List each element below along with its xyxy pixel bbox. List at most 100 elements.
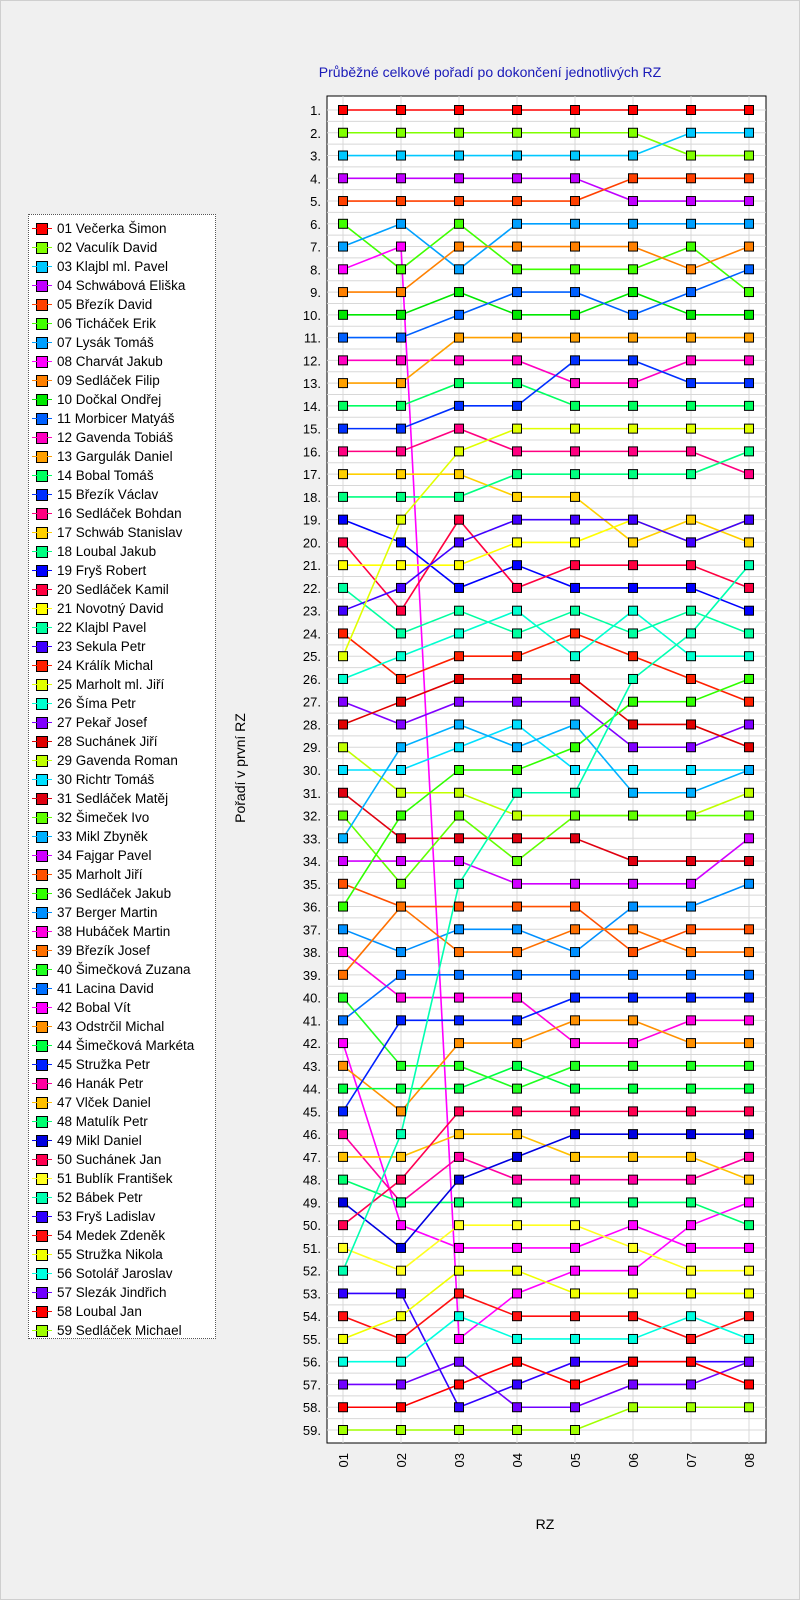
y-tick-label: 58. — [303, 1400, 321, 1415]
data-point — [628, 696, 638, 707]
data-point — [570, 947, 580, 958]
data-point — [512, 1060, 522, 1071]
legend-label: 32 Šimeček Ivo — [57, 810, 150, 825]
data-point — [744, 218, 754, 229]
legend-label: 50 Suchánek Jan — [57, 1152, 162, 1167]
data-point — [512, 332, 522, 343]
data-point — [570, 1425, 580, 1435]
data-point — [454, 969, 464, 980]
data-point — [512, 196, 522, 207]
data-point — [338, 469, 348, 480]
data-point — [744, 833, 754, 844]
legend-item: 46 Hanák Petr — [29, 1074, 215, 1093]
series-lines — [342, 109, 750, 1431]
data-point — [454, 696, 464, 707]
y-tick-label: 13. — [303, 376, 321, 391]
data-point — [744, 1288, 754, 1299]
legend-swatch — [32, 679, 52, 691]
data-point — [628, 1151, 638, 1162]
data-point — [512, 1242, 522, 1253]
data-point — [570, 423, 580, 434]
y-tick-label: 56. — [303, 1355, 321, 1370]
data-point — [570, 696, 580, 707]
data-point — [570, 446, 580, 457]
data-point — [396, 878, 406, 889]
series-line — [342, 1133, 749, 1250]
data-point — [396, 423, 406, 434]
series-line — [343, 1406, 749, 1431]
data-point — [338, 833, 348, 844]
data-point — [628, 423, 638, 434]
data-point — [686, 1311, 696, 1322]
data-point — [628, 1265, 638, 1276]
data-point — [570, 833, 580, 844]
data-point — [512, 378, 522, 389]
data-point — [570, 560, 580, 571]
legend-item: 15 Březík Václav — [29, 485, 215, 504]
y-tick-label: 44. — [303, 1082, 321, 1097]
y-tick-label: 45. — [303, 1104, 321, 1119]
data-point — [570, 332, 580, 343]
legend-item: 50 Suchánek Jan — [29, 1150, 215, 1169]
y-tick-label: 49. — [303, 1195, 321, 1210]
data-point — [512, 605, 522, 616]
data-point — [396, 1197, 406, 1208]
data-point — [454, 423, 464, 434]
data-point — [338, 628, 348, 639]
legend-label: 55 Stružka Nikola — [57, 1247, 163, 1262]
y-tick-label: 59. — [303, 1423, 321, 1438]
data-point — [454, 264, 464, 275]
series-line — [343, 450, 750, 498]
legend-item: 34 Fajgar Pavel — [29, 846, 215, 865]
data-point — [338, 765, 348, 775]
data-point — [512, 1220, 522, 1231]
data-point — [570, 787, 580, 798]
legend-item: 58 Loubal Jan — [29, 1302, 215, 1321]
data-point — [338, 1425, 348, 1435]
legend-label: 44 Šimečková Markéta — [57, 1038, 195, 1053]
data-point — [744, 651, 754, 662]
data-point — [338, 1197, 348, 1208]
data-point — [628, 1197, 638, 1208]
data-point — [570, 173, 580, 184]
data-point — [454, 1379, 464, 1390]
data-point — [396, 696, 406, 707]
legend-swatch — [32, 584, 52, 596]
y-tick-label: 3. — [310, 149, 321, 164]
data-point — [570, 1220, 580, 1231]
legend-item: 16 Sedláček Bohdan — [29, 504, 215, 523]
data-point — [512, 1425, 522, 1435]
legend-item: 45 Stružka Petr — [29, 1055, 215, 1074]
data-point — [744, 696, 754, 707]
legend-swatch — [32, 508, 52, 520]
data-point — [686, 969, 696, 980]
data-point — [396, 241, 406, 252]
y-tick-label: 37. — [303, 922, 321, 937]
legend-item: 01 Večerka Šimon — [29, 219, 215, 238]
legend-label: 59 Sedláček Michael — [57, 1323, 182, 1338]
data-point — [454, 651, 464, 662]
legend-item: 52 Bábek Petr — [29, 1188, 215, 1207]
data-point — [396, 1311, 406, 1322]
data-point — [396, 378, 406, 389]
data-point — [628, 105, 638, 115]
legend-item: 37 Berger Martin — [29, 903, 215, 922]
series-line — [343, 177, 749, 202]
data-point — [744, 127, 754, 138]
data-point — [628, 1356, 638, 1367]
legend-label: 49 Mikl Daniel — [57, 1133, 142, 1148]
data-point — [454, 218, 464, 229]
data-point — [512, 1265, 522, 1276]
legend-swatch — [32, 470, 52, 482]
data-point — [570, 1129, 580, 1140]
series-line — [342, 1224, 749, 1272]
data-point — [454, 400, 464, 411]
legend-label: 53 Fryš Ladislav — [57, 1209, 156, 1224]
data-point — [454, 1333, 464, 1344]
legend-item: 17 Schwáb Stanislav — [29, 523, 215, 542]
data-point — [396, 150, 406, 161]
legend-item: 19 Fryš Robert — [29, 561, 215, 580]
data-point — [338, 491, 348, 502]
data-point — [512, 446, 522, 457]
legend-item: 08 Charvát Jakub — [29, 352, 215, 371]
